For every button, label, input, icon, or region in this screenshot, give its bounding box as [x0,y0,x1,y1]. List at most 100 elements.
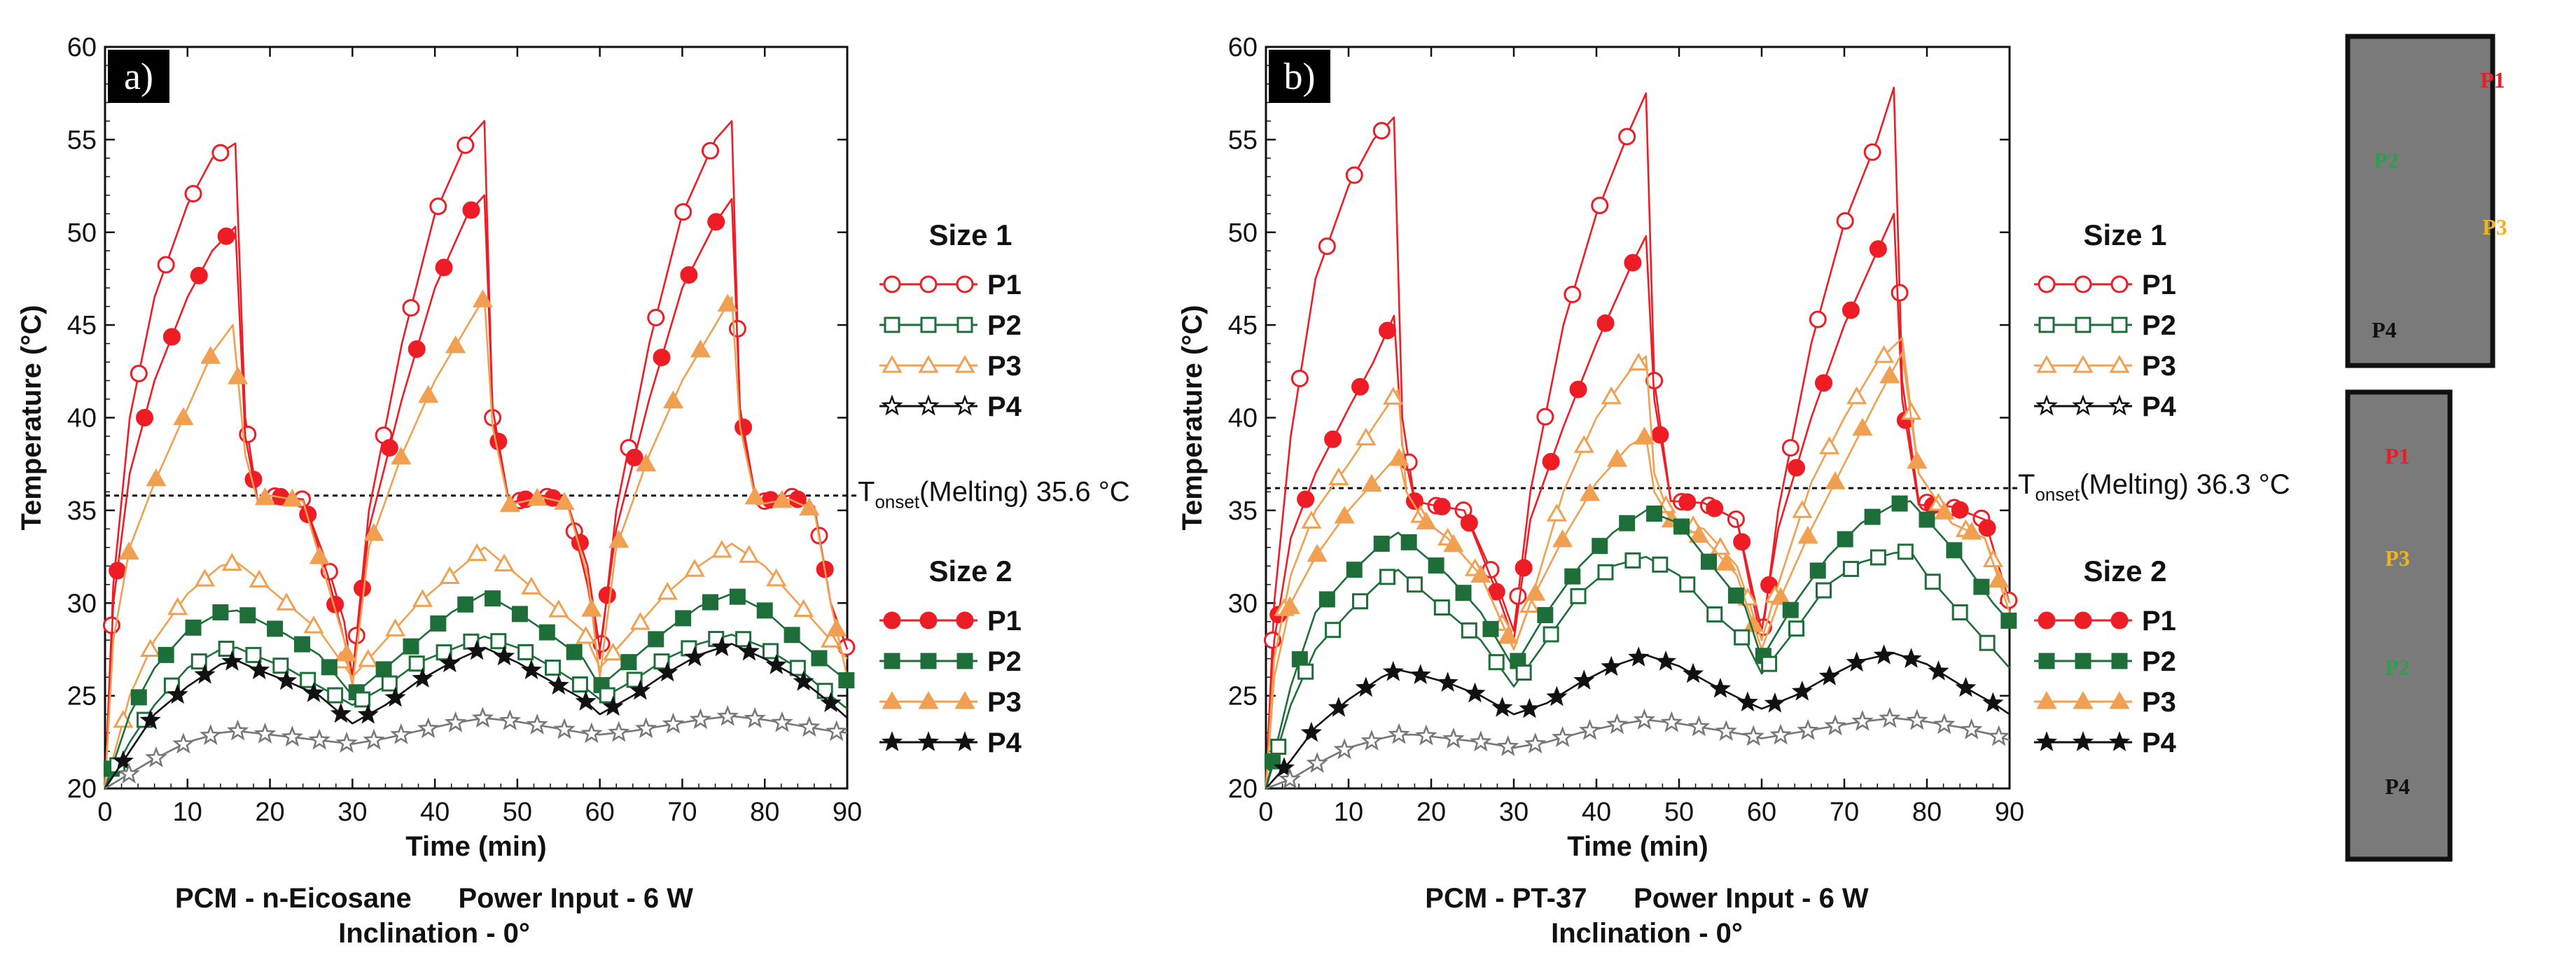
data-point [185,619,202,636]
legend-label: P2 [2142,646,2176,677]
data-point [793,670,814,691]
data-point [1388,447,1409,466]
data-point [526,713,548,735]
legend-marker [2074,275,2092,293]
data-point [130,689,147,706]
data-point [1537,606,1554,623]
data-point [1497,735,1519,756]
data-point [1578,718,1601,740]
data-point [1345,166,1363,184]
legend-label: P3 [2142,351,2176,382]
data-point [112,750,134,770]
data-point [466,639,488,660]
probe-box-top [2345,34,2495,368]
data-point [245,646,262,663]
data-point [1842,561,1859,578]
legend-size-2: Size 2 P1 P2 P3 P4 [2034,555,2177,758]
data-point [300,672,316,688]
x-tick-label: 60 [585,798,615,827]
caption-a-line2: Inclination - 0° [338,918,530,949]
data-point [1824,714,1846,736]
data-point [145,746,167,767]
data-point [390,723,412,744]
x-tick-label: 0 [1258,798,1273,827]
data-point [1573,669,1595,690]
data-point [1415,724,1437,746]
legend-marker [954,354,975,373]
data-point [1592,538,1608,555]
data-point [1601,655,1622,676]
data-point [1742,725,1764,746]
data-point [1837,531,1853,548]
data-point [798,716,821,737]
legend-marker [883,611,901,629]
probe-label-bottom-p2: P2 [2385,655,2410,680]
data-point [190,267,208,285]
y-tick-label: 35 [1228,496,1258,526]
data-point [1546,686,1568,707]
probe-box-bottom [2345,389,2453,862]
data-point [118,762,140,784]
data-point [571,676,588,693]
data-point [1334,506,1355,524]
data-point [1764,692,1785,713]
data-point [1279,596,1300,615]
y-tick-label: 45 [1228,311,1258,340]
data-point [1405,492,1423,510]
data-point [462,201,480,219]
legend-marker [919,611,938,629]
data-point [1846,386,1867,405]
data-point [1683,662,1704,683]
x-tick-label: 80 [1912,798,1942,827]
data-point [1482,620,1499,637]
legend-label: P1 [987,270,1022,300]
data-point [1542,452,1560,471]
data-point [1715,720,1737,742]
data-point [602,695,624,716]
data-point [1325,622,1342,639]
data-point [735,631,752,648]
data-point [766,568,787,587]
data-point [1819,436,1840,454]
legend-marker [2038,275,2056,293]
data-point [130,364,148,382]
legend-marker [883,275,901,293]
data-point [466,543,487,562]
data-point [1382,660,1404,681]
data-point [1836,212,1854,230]
data-point [354,691,370,708]
y-tick-label: 50 [67,218,97,248]
data-point [1709,677,1732,698]
legend-marker [2108,731,2131,751]
data-point [626,672,643,688]
legend-label: P3 [987,351,1022,382]
data-point [744,486,765,505]
panel-tag-box [108,50,169,103]
data-point [172,732,195,754]
data-point [825,720,848,742]
y-tick-label: 55 [1228,125,1258,155]
series-line [1265,717,2010,790]
data-point [648,631,664,648]
data-point [429,197,447,216]
data-point [636,453,657,472]
data-point [1933,713,1956,735]
data-point [598,586,616,604]
legend-marker [2074,611,2092,629]
data-point [1961,718,1983,739]
data-point [1569,380,1587,398]
data-point [167,597,188,615]
legend-marker [2075,653,2091,669]
data-point [253,722,277,744]
legend-label: P3 [2142,687,2176,718]
data-point [1906,709,1928,730]
data-point [520,659,543,679]
data-point [1727,587,1744,604]
data-point [1619,515,1636,531]
data-point [1551,725,1574,747]
data-point [211,144,230,162]
data-point [1360,729,1383,751]
data-point [629,679,651,700]
data-point [1782,601,1799,618]
data-point [445,335,466,354]
